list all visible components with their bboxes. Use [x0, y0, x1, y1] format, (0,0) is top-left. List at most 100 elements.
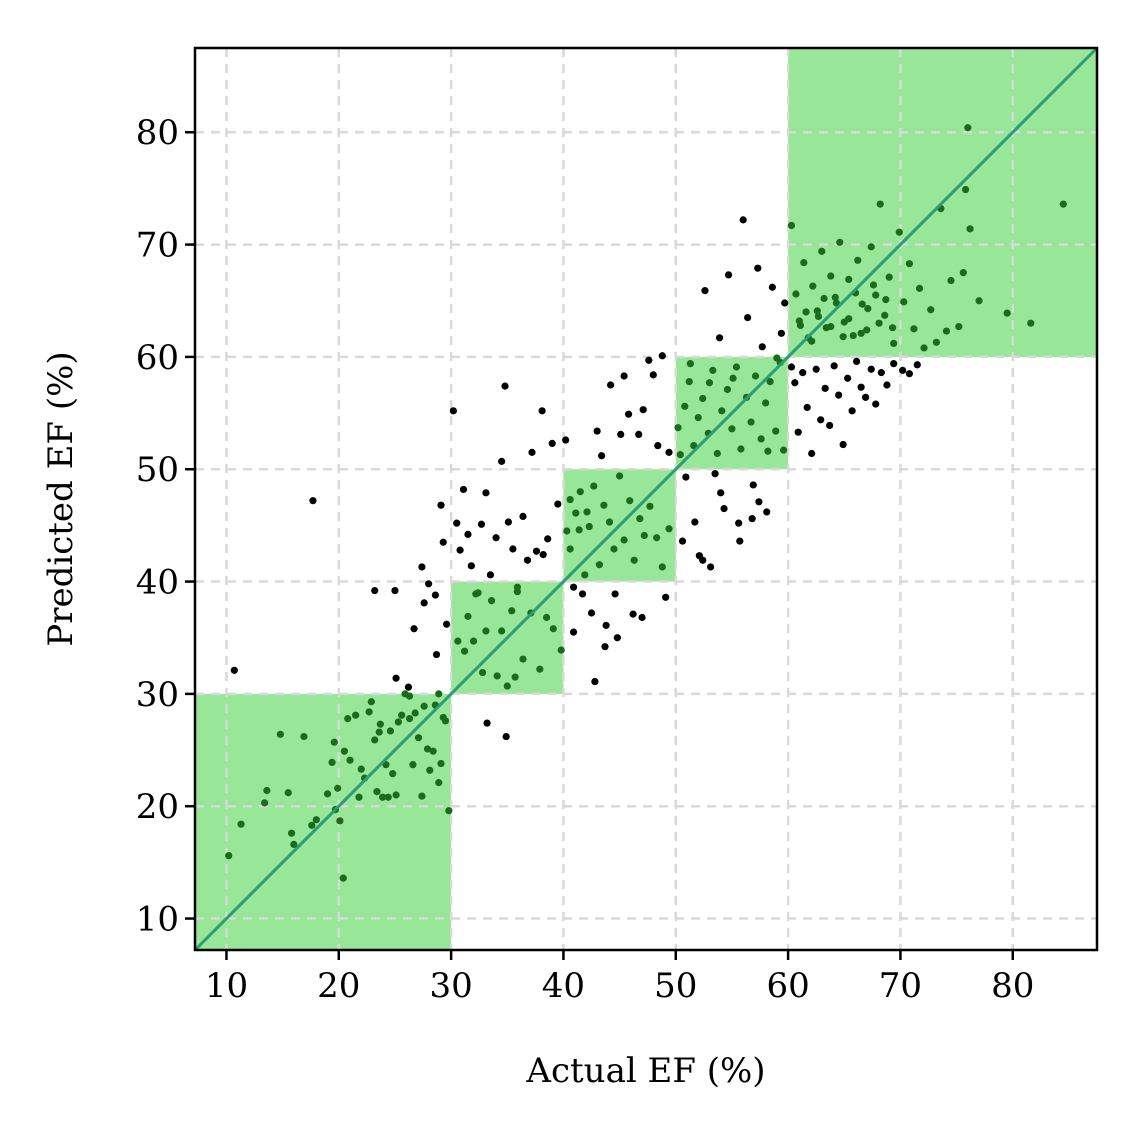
data-point: [554, 500, 562, 508]
data-point: [717, 489, 725, 497]
data-point: [513, 583, 521, 591]
data-point: [876, 200, 884, 208]
data-point: [724, 271, 733, 279]
data-point: [1059, 200, 1067, 208]
data-point: [263, 786, 271, 795]
data-point: [646, 502, 654, 510]
data-point: [885, 273, 893, 281]
data-point: [791, 379, 799, 387]
data-point: [867, 365, 875, 373]
data-point: [853, 357, 861, 365]
data-point: [927, 306, 935, 314]
y-tick-label: 30: [136, 675, 179, 715]
data-point: [595, 561, 603, 569]
data-point: [261, 799, 269, 807]
data-point: [796, 321, 805, 330]
data-point: [863, 326, 871, 334]
data-point: [848, 407, 856, 415]
data-point: [905, 370, 914, 378]
data-point: [503, 682, 511, 690]
data-point: [763, 508, 771, 516]
data-point: [864, 305, 872, 313]
data-point: [405, 692, 414, 700]
data-point: [435, 690, 443, 698]
y-tick-label: 50: [136, 450, 179, 490]
data-point: [566, 545, 574, 553]
data-point: [454, 637, 462, 645]
data-point: [751, 372, 760, 380]
data-point: [501, 382, 509, 390]
data-point: [587, 609, 596, 617]
data-point: [809, 282, 817, 290]
y-tick-label: 20: [136, 787, 179, 827]
data-point: [813, 307, 821, 315]
data-point: [590, 482, 598, 490]
data-point: [691, 518, 699, 526]
data-point: [780, 446, 788, 454]
data-point: [602, 621, 610, 629]
data-point: [290, 840, 298, 849]
data-point: [737, 445, 745, 453]
data-point: [732, 363, 741, 371]
data-point: [826, 421, 834, 430]
data-point: [1027, 319, 1035, 327]
identity-line: [193, 46, 1099, 952]
data-point: [757, 435, 765, 443]
data-point: [966, 225, 974, 233]
data-point: [575, 526, 583, 534]
data-point: [449, 407, 457, 415]
data-point: [915, 284, 924, 292]
data-point: [493, 672, 501, 680]
data-point: [392, 791, 400, 799]
data-point: [367, 698, 375, 706]
data-point: [237, 820, 245, 828]
data-point: [701, 287, 709, 295]
data-point: [357, 765, 365, 773]
x-tick-label: 30: [429, 966, 472, 1006]
data-point: [487, 597, 496, 605]
data-point: [308, 821, 316, 829]
data-point: [729, 374, 737, 382]
data-point: [569, 583, 578, 591]
data-point: [384, 793, 392, 801]
data-point: [482, 489, 490, 497]
data-point: [749, 481, 757, 489]
data-point: [392, 674, 400, 682]
data-point: [835, 391, 843, 399]
data-point: [340, 747, 348, 755]
data-point: [562, 436, 570, 444]
data-point: [346, 756, 354, 764]
data-point: [639, 406, 647, 414]
data-point: [557, 646, 565, 654]
data-point: [818, 247, 826, 255]
data-point: [398, 711, 406, 719]
data-point: [827, 322, 835, 331]
data-point: [460, 647, 469, 655]
data-point: [839, 333, 847, 341]
data-point: [955, 322, 963, 331]
data-point: [443, 620, 451, 628]
plot-frame: [193, 46, 1099, 952]
data-point: [699, 556, 707, 564]
data-point: [486, 571, 495, 579]
data-point: [519, 512, 527, 521]
data-point: [409, 761, 417, 769]
data-point: [418, 563, 426, 571]
data-point: [378, 793, 387, 801]
data-point: [836, 238, 844, 246]
data-point: [605, 518, 614, 526]
data-point: [523, 556, 532, 564]
data-point: [576, 488, 584, 496]
data-point: [474, 589, 482, 597]
data-point: [947, 276, 955, 285]
data-point: [563, 527, 571, 535]
data-point: [800, 258, 808, 267]
data-point: [1003, 309, 1011, 317]
data-point: [665, 448, 673, 456]
x-tick-label: 50: [654, 966, 697, 1006]
grid-lines: [195, 48, 1097, 950]
data-point: [464, 530, 472, 538]
data-point: [312, 816, 320, 824]
data-point: [300, 732, 308, 741]
